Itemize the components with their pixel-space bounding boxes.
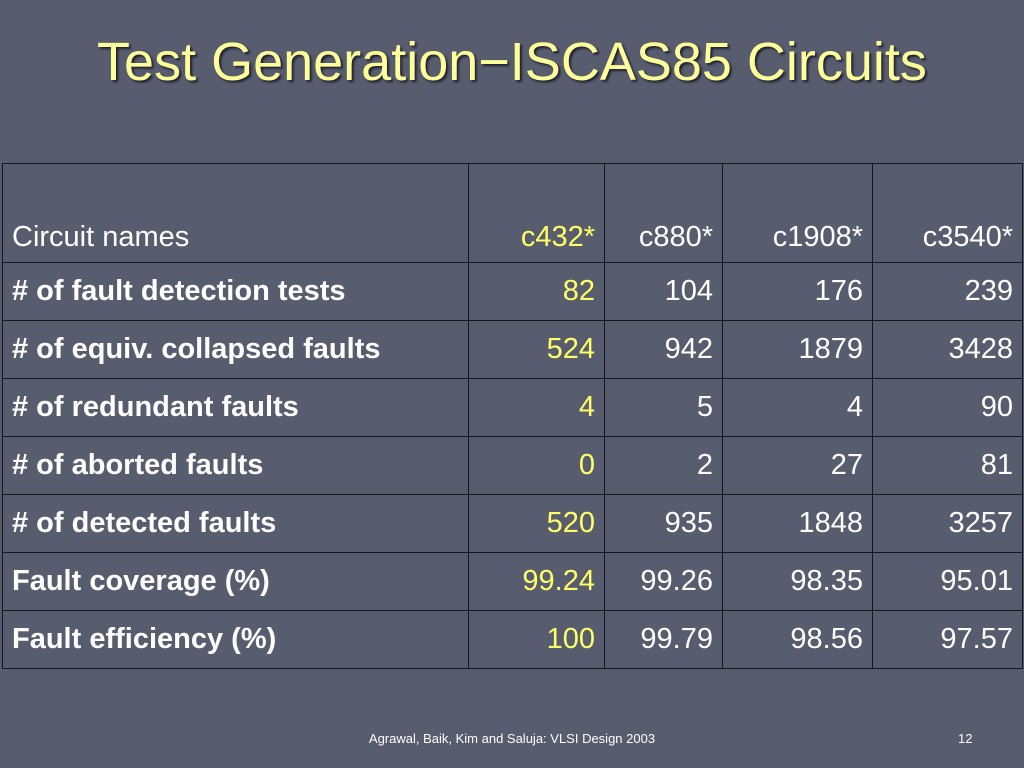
row-label: # of equiv. collapsed faults bbox=[2, 320, 469, 379]
row-label: # of redundant faults bbox=[2, 378, 469, 437]
cell-c432: 520 bbox=[468, 494, 605, 553]
table-row: Fault efficiency (%) 100 99.79 98.56 97.… bbox=[2, 610, 1023, 669]
row-label: # of aborted faults bbox=[2, 436, 469, 495]
column-header-c3540: c3540* bbox=[872, 163, 1023, 263]
column-header-c432: c432* bbox=[468, 163, 605, 263]
cell-c880: 99.79 bbox=[604, 610, 723, 669]
table-row: # of redundant faults 4 5 4 90 bbox=[2, 378, 1023, 437]
cell-c880: 2 bbox=[604, 436, 723, 495]
cell-c880: 5 bbox=[604, 378, 723, 437]
row-label: Circuit names bbox=[2, 163, 469, 263]
column-header-c1908: c1908* bbox=[722, 163, 873, 263]
row-label: Fault coverage (%) bbox=[2, 552, 469, 611]
row-label: # of fault detection tests bbox=[2, 262, 469, 321]
cell-c3540: 97.57 bbox=[872, 610, 1023, 669]
cell-c1908: 176 bbox=[722, 262, 873, 321]
cell-c432: 99.24 bbox=[468, 552, 605, 611]
cell-c1908: 1848 bbox=[722, 494, 873, 553]
table-row: # of detected faults 520 935 1848 3257 bbox=[2, 494, 1023, 553]
cell-c1908: 98.56 bbox=[722, 610, 873, 669]
cell-c3540: 90 bbox=[872, 378, 1023, 437]
footer-citation: Agrawal, Baik, Kim and Saluja: VLSI Desi… bbox=[368, 731, 656, 746]
table-header-row: Circuit names c432* c880* c1908* c3540* bbox=[2, 163, 1023, 263]
cell-c3540: 95.01 bbox=[872, 552, 1023, 611]
column-header-c880: c880* bbox=[604, 163, 723, 263]
cell-c1908: 98.35 bbox=[722, 552, 873, 611]
table-row: Fault coverage (%) 99.24 99.26 98.35 95.… bbox=[2, 552, 1023, 611]
cell-c3540: 239 bbox=[872, 262, 1023, 321]
row-label: Fault efficiency (%) bbox=[2, 610, 469, 669]
cell-c880: 942 bbox=[604, 320, 723, 379]
cell-c432: 82 bbox=[468, 262, 605, 321]
row-label: # of detected faults bbox=[2, 494, 469, 553]
cell-c1908: 4 bbox=[722, 378, 873, 437]
cell-c432: 524 bbox=[468, 320, 605, 379]
cell-c3540: 3257 bbox=[872, 494, 1023, 553]
cell-c432: 0 bbox=[468, 436, 605, 495]
cell-c432: 4 bbox=[468, 378, 605, 437]
cell-c3540: 81 bbox=[872, 436, 1023, 495]
table-row: # of aborted faults 0 2 27 81 bbox=[2, 436, 1023, 495]
page-number: 12 bbox=[958, 731, 973, 746]
cell-c880: 935 bbox=[604, 494, 723, 553]
cell-c432: 100 bbox=[468, 610, 605, 669]
cell-c1908: 1879 bbox=[722, 320, 873, 379]
cell-c1908: 27 bbox=[722, 436, 873, 495]
cell-c880: 104 bbox=[604, 262, 723, 321]
table-row: # of equiv. collapsed faults 524 942 187… bbox=[2, 320, 1023, 379]
cell-c3540: 3428 bbox=[872, 320, 1023, 379]
results-table: Circuit names c432* c880* c1908* c3540* … bbox=[2, 163, 1023, 669]
cell-c880: 99.26 bbox=[604, 552, 723, 611]
slide-title: Test Generation−ISCAS85 Circuits bbox=[97, 32, 927, 92]
table-row: # of fault detection tests 82 104 176 23… bbox=[2, 262, 1023, 321]
